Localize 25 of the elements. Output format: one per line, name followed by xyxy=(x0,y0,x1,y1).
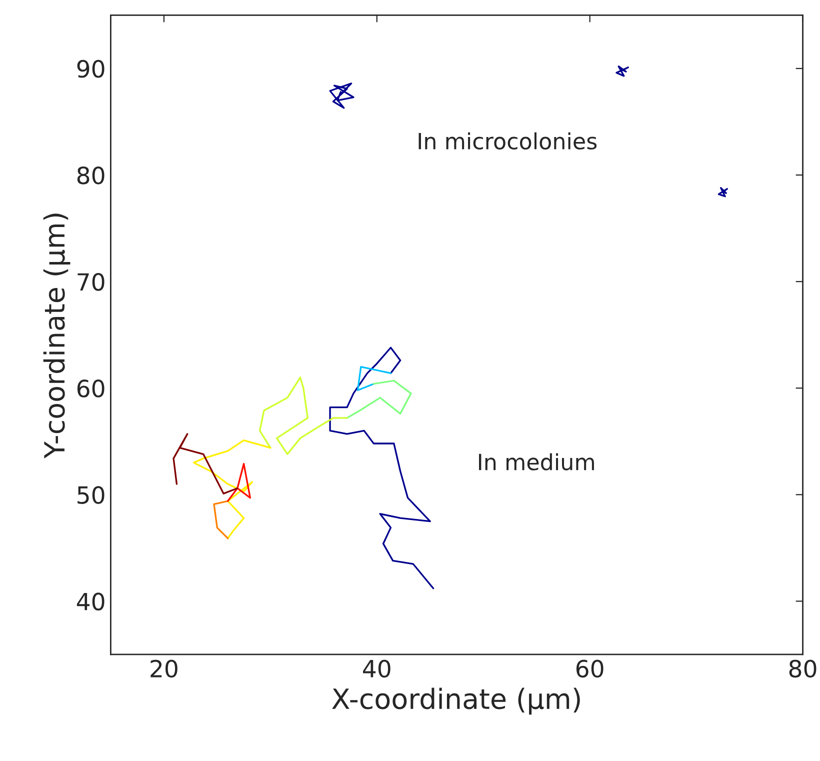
y-axis-title: Y-coordinate (μm) xyxy=(43,214,70,458)
x-tick-label: 40 xyxy=(363,660,390,678)
line-series xyxy=(172,433,238,494)
line-series xyxy=(718,186,728,198)
line-series xyxy=(226,462,252,502)
y-tick-label: 90 xyxy=(77,60,104,78)
y-tick-label: 40 xyxy=(76,592,104,610)
line-series xyxy=(329,346,434,590)
x-tick-label: 20 xyxy=(150,660,178,678)
annotation: In medium xyxy=(478,453,594,470)
y-tick-label: 80 xyxy=(77,166,104,184)
line-series xyxy=(346,380,412,419)
line-series xyxy=(258,376,348,455)
line-series xyxy=(192,439,272,540)
x-tick-label: 80 xyxy=(789,660,816,678)
line-series xyxy=(213,500,229,540)
y-tick-label: 70 xyxy=(78,273,104,291)
x-axis-title: X-coordinate (μm) xyxy=(332,688,580,715)
line-series xyxy=(329,82,354,109)
line-series xyxy=(616,66,629,77)
annotation: In microcolonies xyxy=(418,132,597,150)
y-tick-label: 60 xyxy=(77,380,104,398)
y-tick-label: 50 xyxy=(78,486,104,504)
x-tick-label: 60 xyxy=(576,660,604,678)
line-series xyxy=(356,366,392,392)
